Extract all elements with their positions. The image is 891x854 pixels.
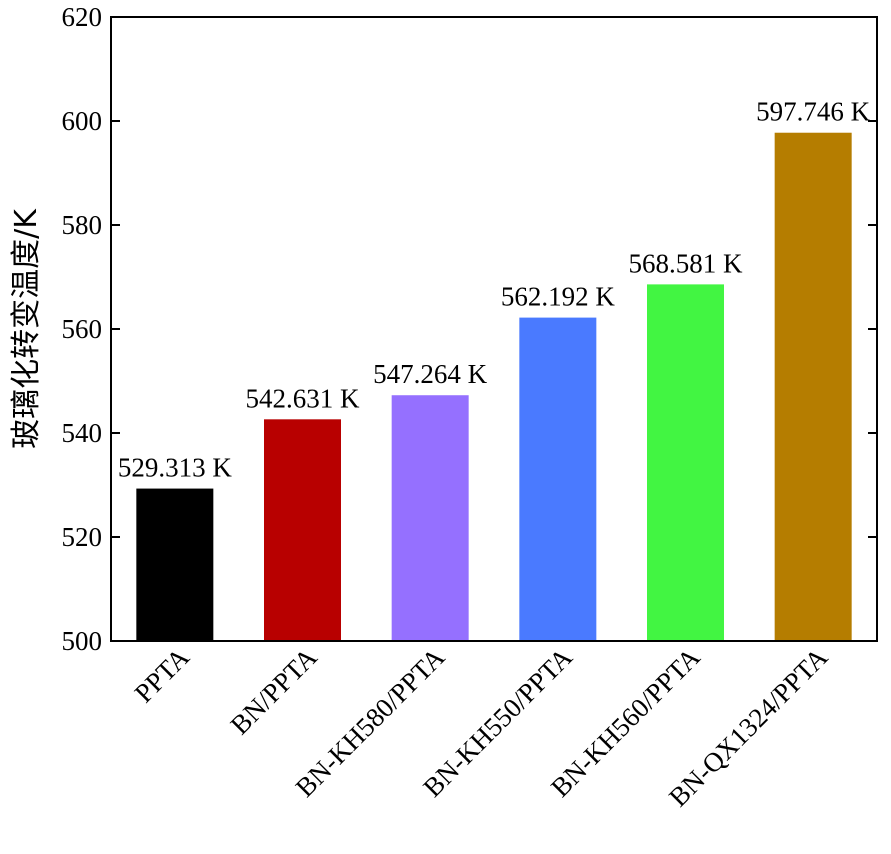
data-label: 542.631 K (246, 383, 361, 413)
y-tick-label: 540 (62, 418, 103, 448)
data-label: 547.264 K (373, 359, 488, 389)
bar (264, 419, 341, 641)
data-label: 529.313 K (118, 453, 233, 483)
y-axis-title: 玻璃化转变温度/K (9, 208, 44, 449)
y-tick-label: 620 (62, 2, 103, 32)
data-labels: 529.313 K 542.631 K 547.264 K 562.192 K 568.… (118, 97, 871, 483)
category-label: BN/PPTA (225, 642, 324, 741)
bar (519, 317, 597, 641)
y-ticks: 500 520 540 560 580 600 620 (62, 2, 877, 656)
bar (136, 488, 214, 641)
data-label: 562.192 K (501, 282, 616, 312)
y-tick-label: 580 (62, 210, 103, 240)
data-label: 568.581 K (629, 248, 744, 278)
category-labels: PPTA BN/PPTABN-KH580/PPTABN-KH550/PPTABN-… (129, 642, 834, 813)
y-tick-label: 520 (62, 522, 103, 552)
category-label: PPTA (129, 642, 196, 709)
y-tick-label: 600 (62, 106, 103, 136)
data-label: 597.746 K (756, 97, 871, 127)
bar (391, 395, 469, 641)
y-tick-label: 560 (62, 314, 103, 344)
y-tick-label: 500 (62, 626, 103, 656)
bars-layer (136, 132, 852, 641)
bar (774, 132, 852, 641)
bar (647, 284, 724, 641)
